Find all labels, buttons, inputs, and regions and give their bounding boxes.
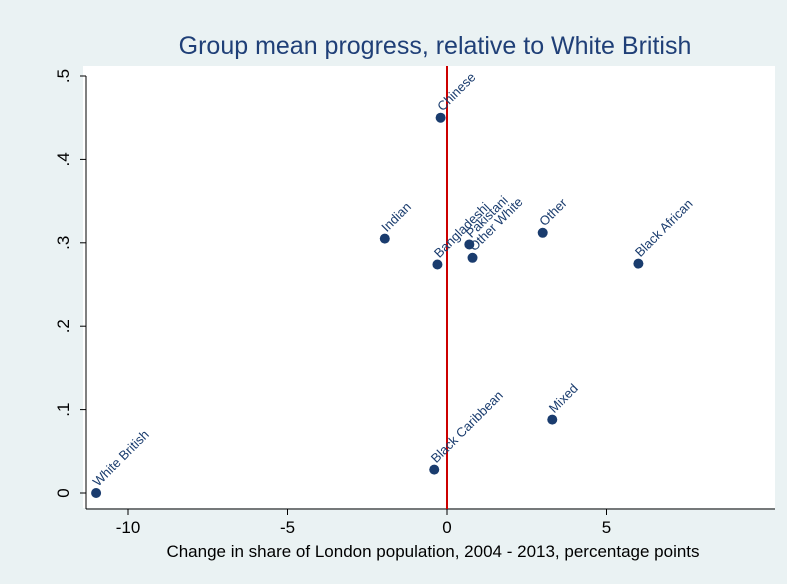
y-ticks-group: 0 .1 .2 .3 .4 .5 (54, 69, 86, 498)
y-tick-label: .3 (54, 236, 73, 250)
data-point (429, 464, 440, 475)
y-tick-label: .1 (54, 403, 73, 417)
x-ticks-group: -10 -5 0 5 (116, 509, 611, 537)
y-tick-label: .2 (54, 319, 73, 333)
chart-title: Group mean progress, relative to White B… (179, 32, 692, 60)
data-point (633, 258, 644, 269)
x-tick-label: -5 (280, 518, 295, 537)
data-point (467, 252, 478, 263)
data-point (91, 488, 102, 498)
data-point (432, 259, 443, 270)
x-axis-label: Change in share of London population, 20… (166, 542, 699, 561)
y-tick-label: 0 (54, 488, 73, 497)
data-point (464, 239, 475, 250)
data-point (435, 112, 446, 123)
x-tick-label: 0 (442, 518, 451, 537)
plot-area (83, 66, 775, 508)
x-tick-label: 5 (602, 518, 611, 537)
y-tick-label: .5 (54, 69, 73, 83)
data-point (537, 227, 548, 238)
y-tick-label: .4 (54, 152, 73, 166)
x-tick-label: -10 (116, 518, 141, 537)
data-point (379, 233, 390, 244)
data-point (547, 414, 558, 425)
